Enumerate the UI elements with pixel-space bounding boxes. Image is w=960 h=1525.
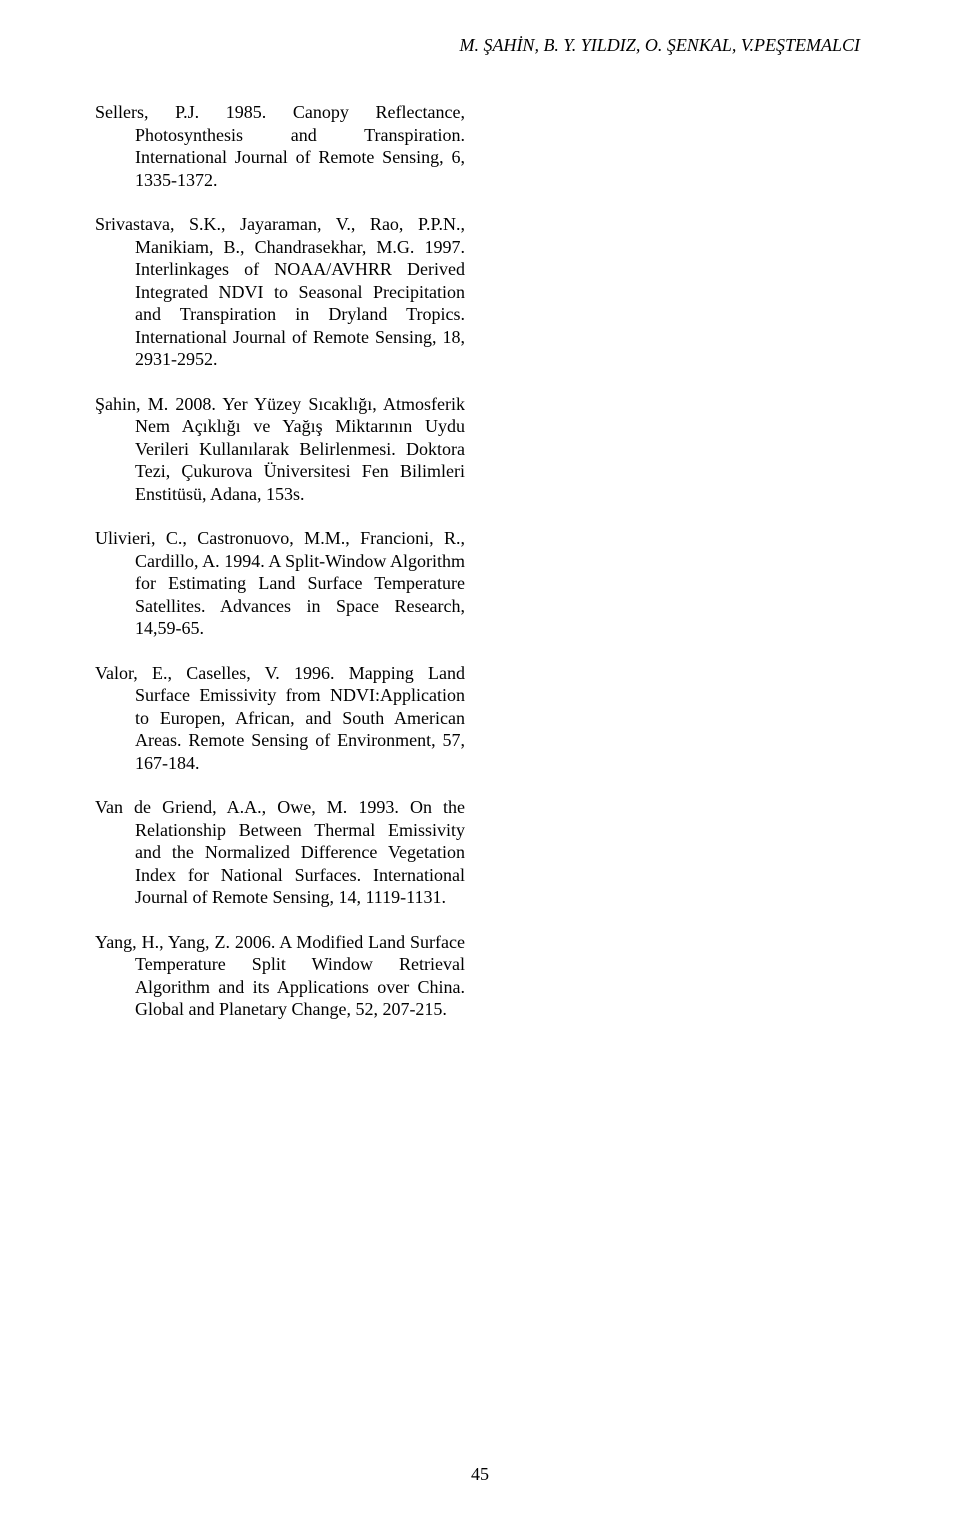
reference-item: Sellers, P.J. 1985. Canopy Reflectance, …	[95, 101, 465, 191]
reference-item: Van de Griend, A.A., Owe, M. 1993. On th…	[95, 796, 465, 909]
reference-item: Valor, E., Caselles, V. 1996. Mapping La…	[95, 662, 465, 775]
references-column: Sellers, P.J. 1985. Canopy Reflectance, …	[95, 101, 465, 1021]
reference-item: Ulivieri, C., Castronuovo, M.M., Francio…	[95, 527, 465, 640]
page-header: M. ŞAHİN, B. Y. YILDIZ, O. ŞENKAL, V.PEŞ…	[95, 35, 860, 56]
page-number: 45	[471, 1464, 489, 1485]
reference-item: Yang, H., Yang, Z. 2006. A Modified Land…	[95, 931, 465, 1021]
reference-item: Şahin, M. 2008. Yer Yüzey Sıcaklığı, Atm…	[95, 393, 465, 506]
reference-item: Srivastava, S.K., Jayaraman, V., Rao, P.…	[95, 213, 465, 371]
